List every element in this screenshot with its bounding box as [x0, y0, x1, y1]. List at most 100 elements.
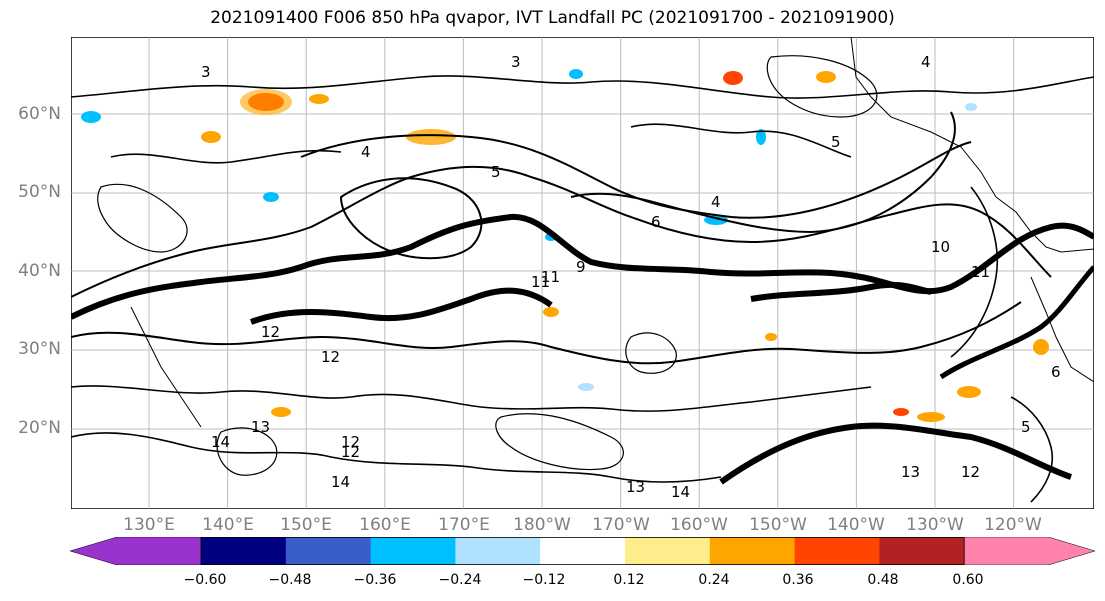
colorbar-tick: 0.24	[698, 572, 730, 588]
lat-label: 60°N	[18, 104, 61, 124]
coastline	[130, 306, 202, 428]
colorbar-tick: −0.36	[353, 572, 397, 588]
anomaly-patch	[271, 407, 291, 417]
colorbar-tick: 0.60	[952, 572, 984, 588]
colorbar-segment	[540, 537, 626, 565]
contour-label: 12	[341, 443, 360, 461]
graticule	[71, 37, 1094, 509]
lon-label: 180°W	[513, 515, 571, 535]
coastline	[850, 37, 997, 198]
anomaly-patch	[578, 383, 594, 391]
anomaly-patch	[893, 408, 909, 416]
anomaly-patch	[81, 111, 101, 123]
contour-label: 11	[541, 268, 560, 286]
contour-label: 14	[331, 473, 350, 491]
map-title: 2021091400 F006 850 hPa qvapor, IVT Land…	[210, 8, 895, 28]
colorbar-tick: 0.12	[613, 572, 645, 588]
contour-label: 12	[961, 463, 980, 481]
lon-label: 120°W	[984, 515, 1042, 535]
lon-label: 160°W	[670, 515, 728, 535]
contour-line	[750, 281, 932, 302]
colorbar-tick: −0.60	[183, 572, 227, 588]
lon-label: 130°E	[123, 515, 175, 535]
lon-label: 160°E	[359, 515, 411, 535]
contour-line	[71, 165, 1052, 298]
anomaly-patch	[957, 386, 981, 398]
contour-label: 11	[971, 263, 990, 281]
colorbar-segment	[879, 537, 965, 565]
contour-line	[110, 149, 342, 164]
colorbar-segments	[70, 537, 1096, 565]
anomaly-patch	[765, 333, 777, 341]
contour-line	[71, 301, 1022, 365]
colorbar-tick: −0.48	[268, 572, 312, 588]
colorbar-segment	[285, 537, 372, 565]
colorbar-segment	[455, 537, 541, 565]
anomaly-patch	[723, 71, 743, 85]
contour-label: 9	[576, 258, 586, 276]
colorbar-segment	[709, 537, 796, 565]
colorbar-extend-low	[70, 537, 202, 565]
colorbar-tick: −0.12	[522, 572, 566, 588]
anomaly-patch	[756, 129, 766, 145]
coastlines	[130, 37, 1094, 428]
contour-line	[340, 177, 483, 260]
contour-line	[249, 287, 553, 325]
contour-label: 12	[341, 433, 360, 451]
contour-label: 5	[831, 133, 841, 151]
colorbar-tick: 0.48	[867, 572, 899, 588]
lon-label: 170°W	[592, 515, 650, 535]
contour-line	[71, 385, 872, 412]
contour-line	[216, 427, 278, 476]
colorbar-tick: 0.36	[782, 572, 814, 588]
contour-lines	[71, 55, 1094, 503]
lon-label: 170°E	[438, 515, 490, 535]
contour-label: 4	[711, 193, 721, 211]
anomaly-patch	[1033, 339, 1049, 355]
contour-label: 13	[901, 463, 920, 481]
contour-label: 12	[321, 348, 340, 366]
lat-label: 40°N	[18, 261, 61, 281]
coastline	[995, 196, 1094, 253]
colorbar	[70, 537, 1096, 565]
contour-label: 11	[531, 273, 550, 291]
contour-line	[1010, 396, 1054, 503]
contour-label: 6	[651, 213, 661, 231]
contour-label: 5	[491, 163, 501, 181]
anomaly-patch	[816, 71, 836, 83]
contour-label: 13	[251, 418, 270, 436]
anomaly-patch	[543, 307, 559, 317]
colorbar-segment	[201, 537, 287, 565]
contour-line	[630, 123, 852, 158]
anomaly-patches	[81, 69, 1049, 422]
colorbar-segment	[625, 537, 711, 565]
contour-label: 6	[1051, 363, 1061, 381]
contour-line	[570, 111, 956, 233]
colorbar-extend-high	[963, 537, 1096, 565]
colorbar-segment	[370, 537, 456, 565]
lon-label: 150°E	[280, 515, 332, 535]
contour-label: 13	[626, 478, 645, 496]
contour-line	[950, 186, 999, 358]
contour-line	[766, 55, 878, 118]
contour-label: 14	[211, 433, 230, 451]
lon-label: 140°W	[827, 515, 885, 535]
lat-label: 20°N	[18, 418, 61, 438]
lon-label: 140°E	[202, 515, 254, 535]
contour-line	[71, 213, 1094, 320]
contour-label: 5	[1021, 418, 1031, 436]
contour-line	[97, 183, 188, 253]
anomaly-patch	[263, 192, 279, 202]
contour-line	[495, 413, 624, 471]
anomaly-patch	[201, 131, 221, 143]
contour-label: 4	[361, 143, 371, 161]
contour-label: 4	[921, 53, 931, 71]
lat-label: 30°N	[18, 339, 61, 359]
lon-label: 130°W	[906, 515, 964, 535]
anomaly-patch	[917, 412, 945, 422]
anomaly-patch	[965, 103, 977, 111]
contour-line	[71, 432, 722, 483]
colorbar-tick: −0.24	[438, 572, 482, 588]
anomaly-patch	[240, 89, 292, 115]
